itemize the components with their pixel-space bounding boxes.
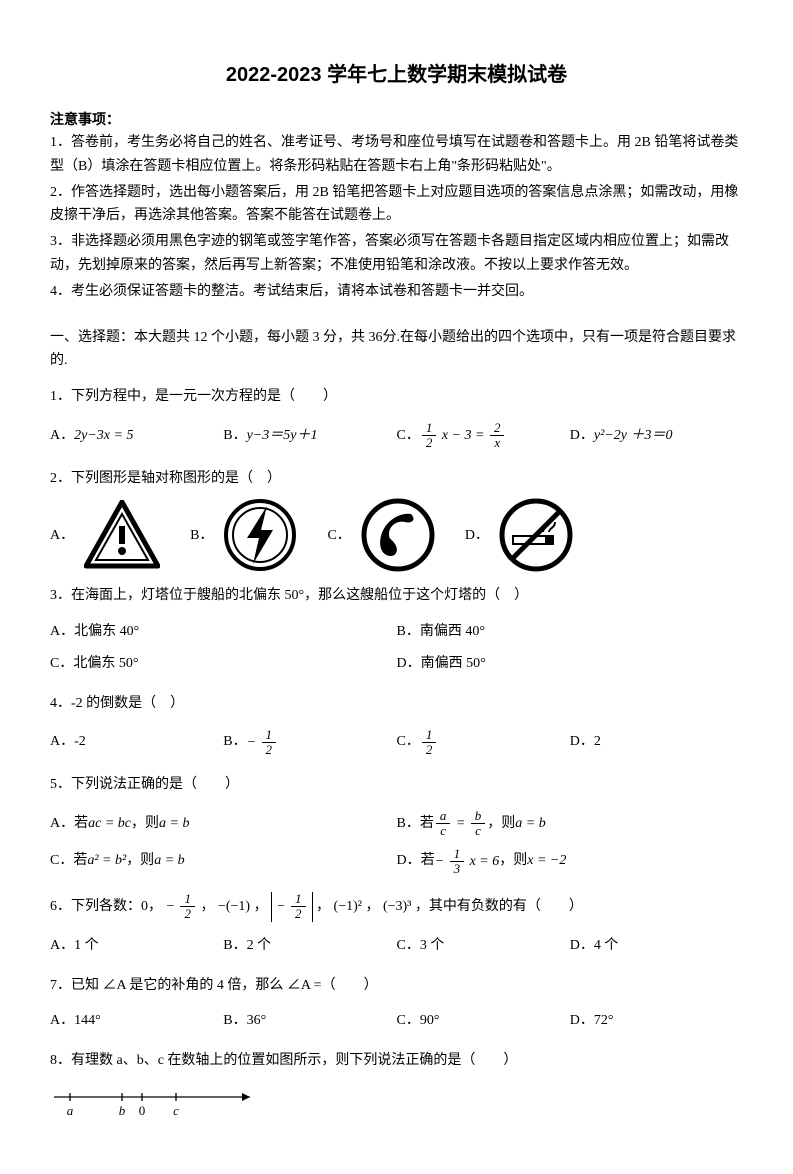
q5-d-math2: x = −2 — [527, 849, 566, 873]
q5-b-pre: B．若 — [397, 812, 434, 836]
q7-option-d: D．72° — [570, 1005, 743, 1037]
q6-option-d: D．4 个 — [570, 930, 743, 962]
q1-b-math: y−3＝5y＋1 — [247, 424, 318, 448]
q3-options-row1: A．北偏东 40° B．南偏西 40° — [50, 616, 743, 648]
q2-option-d: D． — [465, 498, 573, 572]
q2-option-a: A． — [50, 500, 160, 570]
q5-a-math1: ac = bc — [88, 812, 131, 836]
q5-c-pre: C．若 — [50, 849, 87, 873]
q5-c-mid: ，则 — [126, 849, 154, 873]
q7-stem: 7．已知 ∠A 是它的补角的 4 倍，那么 ∠A =（ ） — [50, 974, 743, 998]
q4-b-math: − 12 — [247, 728, 278, 758]
q2-options: A． B． C． D． — [50, 498, 743, 572]
q5-options-row2: C．若 a² = b² ，则 a = b D．若 − 13 x = 6 ，则 x… — [50, 843, 743, 881]
q5-b-mid: ，则 — [487, 812, 515, 836]
q5-d-pre: D．若 — [397, 849, 435, 873]
q5-option-c: C．若 a² = b² ，则 a = b — [50, 843, 397, 881]
q5-option-d: D．若 − 13 x = 6 ，则 x = −2 — [397, 843, 744, 881]
q2-c-label: C． — [327, 525, 350, 546]
notice-item-1: 1．答卷前，考生务必将自己的姓名、准考证号、考场号和座位号填写在试题卷和答题卡上… — [50, 131, 743, 179]
q6-stem-mid2: ， (−1)² ， (−3)³ ，其中有负数的有（ ） — [316, 899, 583, 914]
svg-text:0: 0 — [139, 1103, 146, 1118]
q1-stem: 1．下列方程中，是一元一次方程的是（ ） — [50, 385, 743, 409]
notice-item-2: 2．作答选择题时，选出每小题答案后，用 2B 铅笔把答题卡上对应题目选项的答案信… — [50, 181, 743, 229]
q6-stem-pre: 6．下列各数：0， — [50, 899, 166, 914]
q2-a-label: A． — [50, 525, 74, 546]
no-smoking-icon — [499, 498, 573, 572]
q6-abs: − 12 — [271, 892, 312, 922]
number-line-figure: a b 0 c — [50, 1085, 743, 1128]
q4-stem: 4．-2 的倒数是（ ） — [50, 692, 743, 716]
q6-options: A．1 个 B．2 个 C．3 个 D．4 个 — [50, 930, 743, 962]
q1-option-d: D．y²−2y ＋3＝0 — [570, 417, 743, 455]
q5-option-a: A．若 ac = bc ，则 a = b — [50, 805, 397, 843]
q3-stem: 3．在海面上，灯塔位于艘船的北偏东 50°，那么这艘船位于这个灯塔的（ ） — [50, 584, 743, 608]
q5-c-math1: a² = b² — [87, 849, 126, 873]
q5-a-pre: A．若 — [50, 812, 88, 836]
q4-c-math: 12 — [420, 728, 439, 758]
q1-a-label: A． — [50, 424, 74, 448]
q5-options-row1: A．若 ac = bc ，则 a = b B．若 ac = bc ，则 a = … — [50, 805, 743, 843]
q2-option-b: B． — [190, 498, 297, 572]
q1-d-label: D． — [570, 424, 594, 448]
svg-text:a: a — [67, 1103, 74, 1118]
notice-item-3: 3．非选择题必须用黑色字迹的钢笔或签字笔作答，答案必须写在答题卡各题目指定区域内… — [50, 230, 743, 278]
phone-circle-icon — [361, 498, 435, 572]
q5-c-math2: a = b — [154, 849, 184, 873]
q4-options: A．-2 B． − 12 C． 12 D．2 — [50, 724, 743, 762]
q3-option-d: D．南偏西 50° — [397, 648, 744, 680]
notice-item-4: 4．考生必须保证答题卡的整洁。考试结束后，请将本试卷和答题卡一并交回。 — [50, 280, 743, 304]
q6-option-b: B．2 个 — [223, 930, 396, 962]
q1-option-a: A．2y−3x = 5 — [50, 417, 223, 455]
page-title: 2022-2023 学年七上数学期末模拟试卷 — [50, 60, 743, 90]
q3-option-a: A．北偏东 40° — [50, 616, 397, 648]
q7-option-b: B．36° — [223, 1005, 396, 1037]
q3-option-b: B．南偏西 40° — [397, 616, 744, 648]
q7-option-c: C．90° — [397, 1005, 570, 1037]
q2-d-label: D． — [465, 525, 489, 546]
q4-option-a: A．-2 — [50, 724, 223, 762]
lightning-circle-icon — [223, 498, 297, 572]
q2-b-label: B． — [190, 525, 213, 546]
q1-option-c: C． 12 x − 3 = 2x — [397, 417, 570, 455]
q4-c-label: C． — [397, 730, 420, 754]
q6-option-c: C．3 个 — [397, 930, 570, 962]
q3-options-row2: C．北偏东 50° D．南偏西 50° — [50, 648, 743, 680]
q4-option-b: B． − 12 — [223, 724, 396, 762]
section-header: 一、选择题：本大题共 12 个小题，每小题 3 分，共 36分.在每小题给出的四… — [50, 326, 743, 374]
q4-option-d: D．2 — [570, 724, 743, 762]
q6-math1: − 12 — [166, 899, 197, 914]
q1-d-math: y²−2y ＋3＝0 — [594, 424, 673, 448]
q6-stem: 6．下列各数：0， − 12 ， −(−1) ， − 12 ， (−1)² ， … — [50, 892, 743, 922]
q1-options: A．2y−3x = 5 B．y−3＝5y＋1 C． 12 x − 3 = 2x … — [50, 417, 743, 455]
q3-option-c: C．北偏东 50° — [50, 648, 397, 680]
q1-option-b: B．y−3＝5y＋1 — [223, 417, 396, 455]
q5-b-math1: ac = bc — [434, 809, 487, 839]
q5-a-mid: ，则 — [131, 812, 159, 836]
q4-option-c: C． 12 — [397, 724, 570, 762]
q8-stem: 8．有理数 a、b、c 在数轴上的位置如图所示，则下列说法正确的是（ ） — [50, 1049, 743, 1073]
q1-c-label: C． — [397, 424, 420, 448]
warning-triangle-icon — [84, 500, 160, 570]
q2-option-c: C． — [327, 498, 434, 572]
q5-option-b: B．若 ac = bc ，则 a = b — [397, 805, 744, 843]
q1-b-label: B． — [223, 424, 246, 448]
q6-stem-mid1: ， −(−1) ， — [200, 899, 271, 914]
notice-header: 注意事项： — [50, 110, 743, 131]
q5-b-math2: a = b — [515, 812, 545, 836]
q5-d-math1: − 13 x = 6 — [435, 847, 500, 877]
q7-options: A．144° B．36° C．90° D．72° — [50, 1005, 743, 1037]
q5-a-math2: a = b — [159, 812, 189, 836]
notice-block: 注意事项： 1．答卷前，考生务必将自己的姓名、准考证号、考场号和座位号填写在试题… — [50, 110, 743, 304]
q1-a-math: 2y−3x = 5 — [74, 424, 133, 448]
svg-text:b: b — [119, 1103, 126, 1118]
q4-b-label: B． — [223, 730, 246, 754]
svg-text:c: c — [173, 1103, 179, 1118]
q5-d-mid: ，则 — [499, 849, 527, 873]
q6-option-a: A．1 个 — [50, 930, 223, 962]
q7-option-a: A．144° — [50, 1005, 223, 1037]
q5-stem: 5．下列说法正确的是（ ） — [50, 773, 743, 797]
q1-c-math: 12 x − 3 = 2x — [420, 421, 507, 451]
q2-stem: 2．下列图形是轴对称图形的是（ ） — [50, 467, 743, 491]
